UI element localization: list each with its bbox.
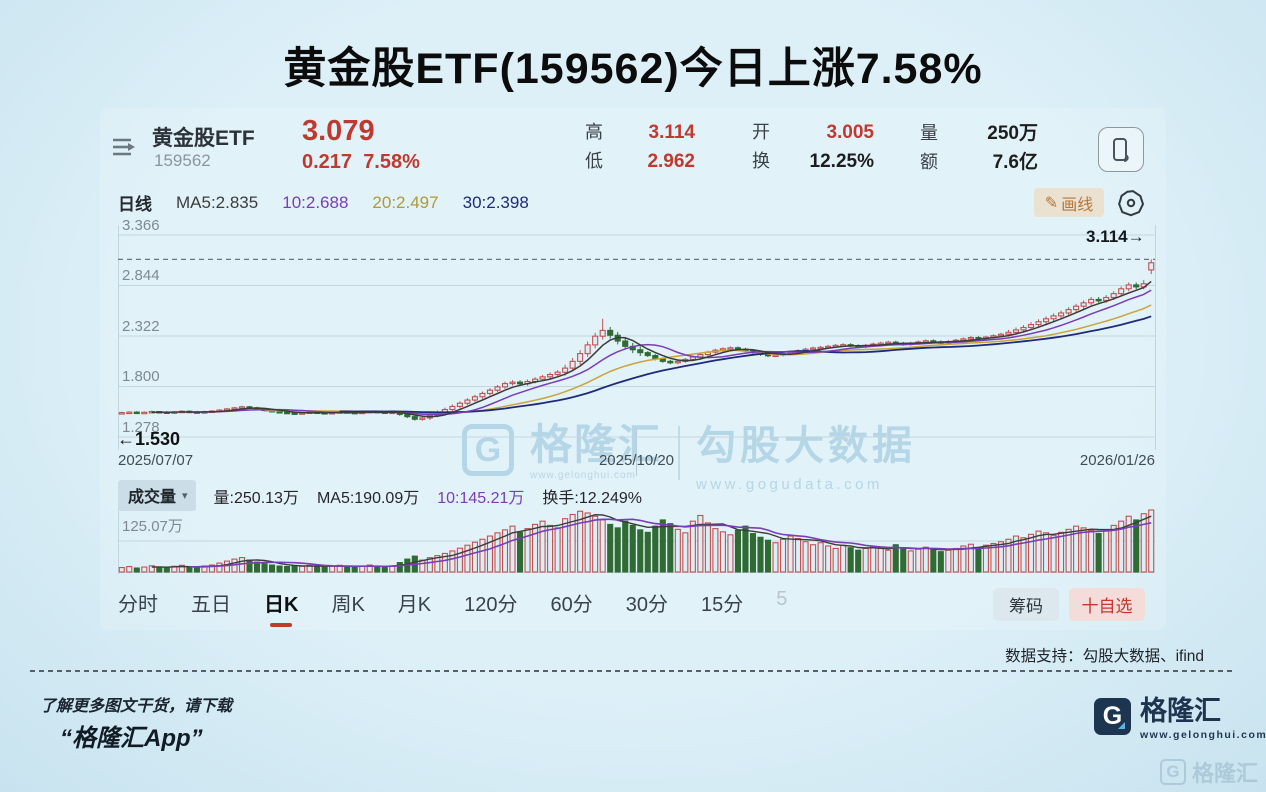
watermark-site-url: www.gogudata.com [696, 476, 883, 493]
tab-wuri[interactable]: 五日 [191, 594, 231, 616]
promo-line1: 了解更多图文干货，请下载 [40, 698, 233, 715]
stat-col-open-turnover: 开 3.005 换 12.25% [752, 118, 874, 176]
tab-5min[interactable]: 5 [776, 588, 788, 610]
watermark-brand-url: www.gelonghui.com [530, 470, 636, 481]
volume-label: 量 [920, 123, 938, 143]
ma-item-0: MA5:2.835 [176, 192, 259, 212]
ytick-0: 3.366 [122, 217, 160, 234]
x-label-mid: 2025/10/20 [598, 452, 675, 469]
center-date-tick [636, 428, 637, 476]
volume-chart[interactable] [118, 508, 1155, 574]
chart-right-border [1155, 225, 1156, 450]
draw-line-label: 画线 [1061, 196, 1094, 214]
start-price-marker: ←1.530 [117, 429, 181, 449]
vol-legend-1: MA5:190.09万 [316, 489, 420, 507]
volume-grid-label: 125.07万 [122, 518, 183, 535]
settings-gear-icon[interactable] [1116, 188, 1146, 218]
ytick-4: 1.278 [122, 419, 160, 436]
caret-down-icon: ▾ [182, 489, 188, 502]
tab-30min[interactable]: 30分 [625, 594, 669, 616]
vol-legend-0: 量:250.13万 [213, 489, 299, 507]
open-label: 开 [752, 122, 770, 142]
stat-col-high-low: 高 3.114 低 2.962 [585, 118, 695, 176]
chart-left-border [118, 225, 119, 450]
corner-brand-text: 格隆汇 [1191, 761, 1258, 786]
x-label-end: 2026/01/26 [1079, 452, 1155, 469]
high-label: 高 [585, 122, 603, 142]
turnover-value: 12.25% [809, 151, 874, 172]
ma-item-3: 30:2.398 [462, 192, 529, 212]
period-tab-bar: 分时 五日 日K 周K 月K 120分 60分 30分 15分 5 [118, 588, 787, 623]
chips-distribution-button[interactable]: 筹码 [993, 588, 1059, 621]
data-credits: 数据支持：勾股大数据、ifind [1005, 648, 1204, 665]
gelonghui-gogudata-watermark: G 格隆汇 www.gelonghui.com 勾股大数据 www.goguda… [462, 424, 916, 493]
ma-item-1: 10:2.688 [282, 192, 349, 212]
high-value: 3.114 [648, 122, 696, 143]
pencil-icon: ✎ [1044, 194, 1059, 212]
volume-selector-label: 成交量 [128, 489, 177, 506]
phone-frame-icon [1113, 137, 1129, 162]
ytick-2: 2.322 [122, 318, 160, 335]
last-price: 3.079 [302, 115, 375, 147]
change-value: 0.217 [302, 151, 353, 173]
brand-g-letter: G [1102, 702, 1123, 730]
x-axis-labels: 2025/07/07 2025/10/20 2026/01/26 [118, 452, 1155, 469]
brand-url: www.gelonghui.com [1140, 729, 1266, 741]
watermark-brand: 格隆汇 [530, 421, 663, 468]
period-label: 日线 [118, 195, 152, 214]
turnover-label: 换 [752, 151, 770, 171]
corner-g-mark: G [1159, 759, 1186, 785]
vol-legend-3: 换手:12.249% [542, 489, 643, 507]
volume-indicator-selector[interactable]: 成交量 ▾ [118, 480, 196, 511]
tab-fenshi[interactable]: 分时 [118, 594, 158, 616]
tab-120min[interactable]: 120分 [464, 594, 518, 616]
tab-15min[interactable]: 15分 [701, 594, 744, 616]
tab-rik[interactable]: 日K [264, 588, 298, 623]
ytick-3: 1.800 [122, 368, 160, 385]
brand-name: 格隆汇 [1140, 696, 1221, 726]
promo-line2: “格隆汇App” [60, 725, 203, 752]
add-favorite-button[interactable]: 十自选 [1069, 588, 1145, 621]
amount-label: 额 [920, 152, 938, 172]
landscape-mode-button[interactable] [1098, 127, 1144, 172]
stat-col-volume-amount: 量 250万 额 7.6亿 [920, 118, 1038, 176]
open-value: 3.005 [826, 122, 874, 143]
brand-g-mark: G [1094, 698, 1131, 735]
tab-zhouk[interactable]: 周K [331, 594, 365, 616]
low-label: 低 [585, 151, 603, 171]
volume-legend-bar: 成交量 ▾ 量:250.13万 MA5:190.09万 10:145.21万 换… [118, 480, 642, 511]
watermark-partner: 勾股大数据 [696, 424, 917, 468]
stock-switch-icon[interactable] [112, 136, 138, 158]
vol-legend-2: 10:145.21万 [437, 489, 525, 507]
price-change: 0.217 7.58% [302, 151, 420, 174]
amount-value: 7.6亿 [992, 152, 1038, 173]
volume-value: 250万 [987, 123, 1038, 144]
ma-item-2: 20:2.497 [372, 192, 439, 212]
watermark-divider [678, 426, 681, 480]
change-percent: 7.58% [363, 151, 420, 173]
tab-yuek[interactable]: 月K [397, 594, 432, 616]
low-value: 2.962 [647, 151, 695, 172]
ytick-1: 2.844 [122, 267, 160, 284]
gelonghui-logo: G 格隆汇 www.gelonghui.com [1094, 698, 1266, 741]
fund-code: 159562 [154, 151, 211, 170]
dashed-separator [30, 670, 1236, 672]
page-title: 黄金股ETF(159562)今日上涨7.58% [283, 45, 983, 93]
tab-60min[interactable]: 60分 [550, 594, 593, 616]
corner-watermark: G 格隆汇 [1159, 756, 1258, 788]
candlestick-chart[interactable] [118, 225, 1155, 450]
x-label-start: 2025/07/07 [118, 452, 194, 469]
fund-name: 黄金股ETF [152, 127, 255, 150]
draw-line-button[interactable]: ✎ 画线 [1034, 188, 1104, 217]
high-price-marker: 3.114→ [1086, 227, 1145, 246]
ma-indicator-bar: 日线 MA5:2.835 10:2.688 20:2.497 30:2.398 [118, 190, 529, 215]
